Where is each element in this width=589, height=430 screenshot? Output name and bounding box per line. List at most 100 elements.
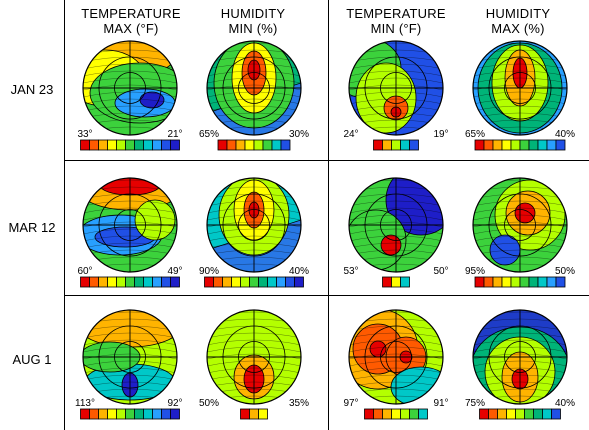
col-header-temp-min: TEMPERATURE MIN (°F) [326,6,466,36]
color-scale-step [418,408,428,420]
scale-min-label: 95% [465,266,485,277]
scale-min-label: 97° [343,398,358,409]
color-scale-step [382,408,392,420]
polar-outline [206,40,302,136]
contour-band [355,62,417,134]
color-scale-step [474,276,485,288]
color-scale-step [364,408,374,420]
color-scale [80,139,180,151]
polar-outline [82,40,178,136]
color-scale-step [546,139,557,151]
color-scale-step [382,139,392,151]
col-header-line2: MIN (%) [228,21,278,36]
contour-line [83,41,177,42]
color-scale-step [89,408,99,420]
color-scale-step [107,408,117,420]
color-scale-step [152,408,162,420]
color-scale-step [152,139,162,151]
color-scale-step [391,139,401,151]
panel-aug-1-humidity-max: 75% 40% [465,309,575,420]
scale-max-label: 50° [433,266,448,277]
color-scale-step [488,408,498,420]
color-scale-step [373,408,383,420]
color-scale-step [280,139,291,151]
color-scale-step [125,408,135,420]
scale-min-label: 53° [343,266,358,277]
color-scale-step [240,408,250,420]
color-scale-step [519,276,530,288]
color-scale-step [80,139,90,151]
contour-field [349,41,443,135]
panel-jan-23-humidity-min: 65% 30% [199,40,309,151]
polar-outline [82,309,178,405]
color-scale-step [400,139,410,151]
color-scale-step [98,139,108,151]
color-scale [479,408,561,420]
color-scale-step [400,276,410,288]
contour-line [207,178,301,179]
color-scale-step [533,408,543,420]
panel-mar-12-temp-max: 60° 49° [77,177,183,288]
color-scale-step [89,276,99,288]
color-scale-step [244,139,255,151]
color-scale-step [217,139,228,151]
scale-min-label: 90% [199,266,219,277]
contour-line [473,310,567,311]
color-scale-step [143,139,153,151]
color-scale-step [170,276,180,288]
color-scale-step [492,276,503,288]
col-header-temp-max: TEMPERATURE MAX (°F) [61,6,201,36]
color-scale-step [161,276,171,288]
col-header-line2: MIN (°F) [370,21,422,36]
color-scale-step [170,139,180,151]
scale-min-label: 50% [199,398,219,409]
color-scale [474,139,566,151]
divider-row-1 [64,160,589,161]
color-scale-step [528,276,539,288]
scale-max-label: 50% [555,266,575,277]
color-scale-step [391,408,401,420]
col-header-line1: HUMIDITY [220,6,286,21]
panel-aug-1-temp-min: 97° 91° [343,309,449,420]
color-scale-step [107,139,117,151]
color-scale-step [271,139,282,151]
scale-min-label: 65% [465,129,485,140]
contour-line [83,310,177,311]
color-scale-step [262,139,273,151]
divider-center [328,0,329,430]
color-scale-step [116,139,126,151]
color-scale-step [501,139,512,151]
color-scale-step [276,276,286,288]
scale-max-label: 40% [555,398,575,409]
row-header-jan-23: JAN 23 [10,82,54,97]
scale-max-label: 21° [167,129,182,140]
col-header-line1: TEMPERATURE [81,6,181,21]
col-header-line1: HUMIDITY [485,6,551,21]
polar-outline [472,309,568,405]
color-scale-step [382,276,392,288]
contour-field [349,310,443,404]
col-header-line2: MAX (%) [491,21,545,36]
panel-aug-1-humidity-min: 50% 35% [199,309,309,420]
polar-outline [82,177,178,273]
scale-min-label: 33° [77,129,92,140]
color-scale-step [116,276,126,288]
scale-max-label: 35% [289,398,309,409]
color-scale [382,276,410,288]
contour-band [514,202,536,224]
color-scale-step [125,139,135,151]
contour-line [473,178,567,179]
scale-min-label: 24° [343,129,358,140]
color-scale-step [213,276,223,288]
color-scale [204,276,304,288]
color-scale-step [253,139,264,151]
polar-outline [206,177,302,273]
panel-aug-1-temp-max: 113° 92° [75,309,183,420]
scale-max-label: 92° [167,398,182,409]
color-scale-step [98,276,108,288]
contour-line [349,178,443,179]
color-scale-step [152,276,162,288]
scale-max-label: 40% [555,129,575,140]
contour-line [349,310,443,311]
color-scale-step [143,276,153,288]
